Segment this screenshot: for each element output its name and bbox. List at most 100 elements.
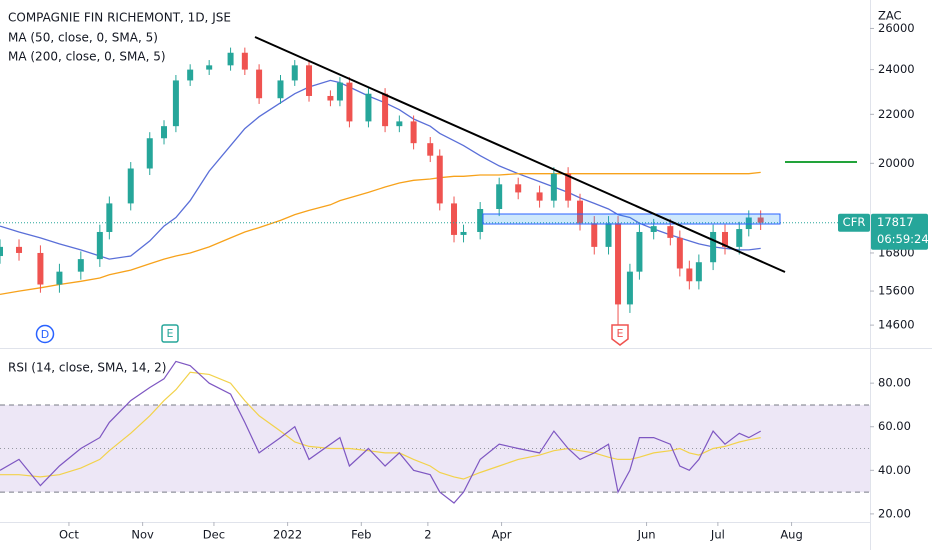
x-tick-label: Nov — [131, 528, 154, 542]
candle-body — [757, 217, 764, 223]
event-marker[interactable]: E — [611, 324, 629, 346]
y-tick-label: 20000 — [878, 156, 915, 170]
candle-body — [227, 52, 234, 66]
event-badge[interactable] — [611, 324, 629, 346]
candle-body — [96, 231, 103, 260]
y-tick-label: 15600 — [878, 284, 915, 298]
y-tick-label: 22000 — [878, 107, 915, 121]
legend-entry: MA (200, close, 0, SMA, 5) — [8, 50, 166, 64]
candle-body — [722, 231, 728, 247]
candle-body — [477, 208, 484, 232]
y-tick-label: 20.00 — [878, 506, 911, 520]
zone-rectangle — [482, 213, 781, 225]
chart-title: COMPAGNIE FIN RICHEMONT, 1D, JSE — [8, 11, 231, 25]
rsi-background — [0, 404, 870, 493]
candle-body — [161, 126, 168, 139]
x-tick-label: Dec — [203, 528, 225, 542]
candle-body — [396, 121, 403, 127]
candle-body — [56, 271, 63, 285]
candle-body — [577, 200, 583, 224]
candle-body — [626, 271, 633, 305]
candle-body — [515, 184, 522, 193]
y-tick-label: 60.00 — [878, 419, 911, 433]
event-label[interactable]: E — [167, 327, 174, 340]
y-tick-label: 40.00 — [878, 463, 911, 477]
candle-body — [127, 168, 134, 204]
candle-body — [277, 80, 284, 99]
candle-body — [650, 226, 657, 232]
symbol-badge — [838, 213, 870, 232]
candle-body — [695, 262, 702, 282]
last-price-label: 17817 — [877, 215, 914, 229]
x-tick-label: Apr — [492, 528, 512, 542]
candle-body — [686, 268, 693, 282]
candle-body — [550, 173, 557, 201]
symbol-label: CFR — [843, 215, 866, 229]
y-tick-label: 24000 — [878, 62, 915, 76]
price-labels: CFR 17817 06:59:24 — [838, 213, 929, 250]
candle-body — [306, 65, 313, 96]
x-tick-label: Jun — [637, 528, 656, 542]
candle-body — [565, 173, 572, 201]
y-tick-label: 14600 — [878, 318, 915, 332]
candle-body — [291, 65, 298, 81]
event-label[interactable]: D — [41, 328, 49, 341]
rsi-pane: 80.00 60.00 40.00 20.00 Oct Nov Dec 2022 Feb 2 Apr… — [0, 360, 911, 542]
candle-body — [365, 93, 372, 122]
candle-body — [745, 217, 752, 230]
candle-body — [605, 223, 612, 247]
candle-body — [496, 184, 503, 209]
rsi-band — [0, 404, 870, 493]
y-tick-label: 80.00 — [878, 376, 911, 390]
y-tick-label: 26000 — [878, 21, 915, 35]
event-label[interactable]: E — [617, 327, 624, 340]
ma-line — [0, 79, 761, 260]
candle-body — [336, 82, 343, 101]
candle-body — [0, 246, 3, 257]
candle-body — [436, 155, 443, 204]
event-badge[interactable] — [161, 324, 179, 343]
candle-body — [382, 93, 389, 127]
legend-entry: MA (50, close, 0, SMA, 5) — [8, 31, 158, 45]
ma-line — [0, 171, 761, 296]
x-tick-label: Aug — [780, 528, 802, 542]
price-badge — [871, 213, 928, 250]
candle-body — [536, 192, 543, 201]
candle-body — [636, 231, 643, 272]
candle-body — [206, 65, 213, 70]
candle-body — [241, 52, 248, 70]
candle-body — [615, 223, 622, 305]
candle-body — [77, 259, 84, 272]
candle-body — [410, 121, 417, 144]
candle-body — [736, 229, 743, 247]
candle-body — [16, 246, 23, 253]
rsi-line — [0, 371, 761, 480]
rsi-line — [0, 360, 761, 504]
candle-body — [187, 69, 194, 81]
candle-body — [256, 69, 263, 99]
candle-body — [37, 252, 44, 285]
x-tick-label: Feb — [351, 528, 371, 542]
candle-body — [427, 143, 434, 156]
candle-body — [106, 203, 113, 232]
candle-body — [460, 231, 467, 235]
x-tick-label: 2022 — [273, 528, 302, 542]
candle-body — [327, 95, 334, 101]
event-marker[interactable]: E — [161, 324, 179, 343]
trend-line — [254, 36, 786, 273]
unit-label: ZAC — [878, 9, 902, 23]
candle-body — [667, 226, 674, 238]
candle-body — [451, 203, 458, 235]
event-marker[interactable]: D — [35, 324, 55, 344]
candle-body — [676, 237, 683, 269]
x-tick-label: Oct — [59, 528, 79, 542]
candle-body — [172, 80, 179, 127]
x-tick-label: 2 — [424, 528, 431, 542]
candle-body — [146, 138, 153, 169]
candle-body — [710, 231, 717, 263]
countdown-label: 06:59:24 — [877, 232, 929, 246]
candle-body — [591, 223, 598, 247]
event-badge[interactable] — [35, 324, 55, 344]
